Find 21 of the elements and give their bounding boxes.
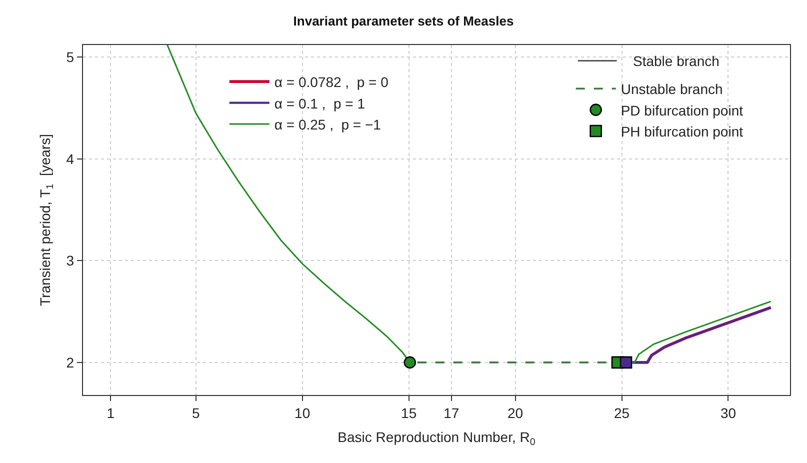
x-tick-label: 20 xyxy=(508,404,524,421)
legend-label: Unstable branch xyxy=(620,81,723,98)
y-tick-label: 4 xyxy=(66,150,74,167)
y-tick-label: 5 xyxy=(66,49,74,66)
x-tick-label: 10 xyxy=(294,404,310,421)
y-tick-label: 3 xyxy=(66,252,74,269)
legend-label: α = 0.25 , p = −1 xyxy=(274,116,382,132)
x-tick-label: 5 xyxy=(192,404,200,421)
x-tick-label: 1 xyxy=(106,404,115,421)
legend-label: α = 0.1 , p = 1 xyxy=(274,95,366,112)
x-tick-label: 30 xyxy=(720,404,736,421)
annotation: Stable branch xyxy=(633,53,720,69)
x-tick-label: 25 xyxy=(614,404,630,421)
legend-label: PH bifurcation point xyxy=(620,123,744,140)
chart-title: Invariant parameter sets of Measles xyxy=(293,13,514,28)
legend-label: α = 0.0782 , p = 0 xyxy=(274,74,389,90)
legend-label: PD bifurcation point xyxy=(620,102,744,118)
x-tick-label: 15 xyxy=(401,404,417,421)
x-tick-label: 17 xyxy=(444,404,460,421)
x-axis-title: Basic Reproduction Number, R$_{0}$ xyxy=(338,429,536,448)
y-tick-label: 2 xyxy=(66,354,74,370)
